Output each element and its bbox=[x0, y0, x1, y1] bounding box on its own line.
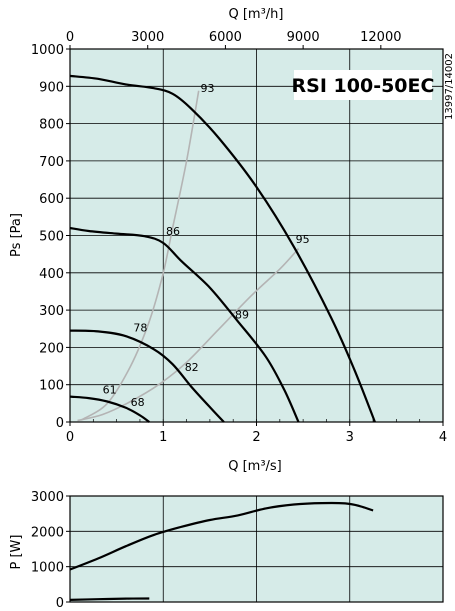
x-tick-label: 0 bbox=[66, 430, 74, 445]
x2-tick-label: 9000 bbox=[287, 30, 320, 45]
power-y-tick-label: 1000 bbox=[31, 561, 64, 576]
x-axis-label: Q [m³/s] bbox=[228, 459, 282, 474]
power-plot: 0 1000 2000 3000 bbox=[31, 490, 444, 611]
fan-curve bbox=[69, 395, 150, 423]
side-code: 13997/14002 bbox=[444, 53, 455, 120]
y-tick-label: 200 bbox=[39, 341, 64, 356]
power-plot-frame bbox=[69, 495, 444, 603]
plot-frame bbox=[69, 48, 444, 423]
fan-curve bbox=[69, 329, 225, 423]
power-y-tick-label: 0 bbox=[56, 596, 64, 607]
x2-axis-label: Q [m³/h] bbox=[228, 7, 283, 22]
x-tick-label: 3 bbox=[346, 430, 354, 445]
efficiency-curve bbox=[80, 90, 200, 421]
efficiency-curve bbox=[77, 248, 300, 422]
fan-curve bbox=[69, 226, 300, 423]
y-tick-label: 100 bbox=[39, 379, 64, 394]
title-box bbox=[294, 70, 432, 100]
efficiency-label: 93 bbox=[201, 82, 215, 95]
x-tick-label: 4 bbox=[439, 430, 447, 445]
power-y-axis-label: P [W] bbox=[9, 535, 24, 570]
y-tick-label: 600 bbox=[39, 192, 64, 207]
x2-tick-label: 12000 bbox=[360, 30, 401, 45]
power-y-tick-label: 3000 bbox=[31, 490, 64, 505]
y-tick-label: 500 bbox=[39, 230, 64, 245]
x2-tick-label: 3000 bbox=[131, 30, 164, 45]
y-tick-label: 900 bbox=[39, 80, 64, 95]
x-tick-label: 2 bbox=[252, 430, 260, 445]
efficiency-label: 86 bbox=[166, 225, 180, 238]
efficiency-label: 61 bbox=[103, 383, 117, 396]
power-curve bbox=[69, 597, 150, 601]
efficiency-label: 68 bbox=[131, 396, 145, 409]
power-y-tick-label: 2000 bbox=[31, 525, 64, 540]
power-curve bbox=[69, 501, 374, 571]
y-tick-label: 700 bbox=[39, 155, 64, 170]
y-tick-label: 300 bbox=[39, 304, 64, 319]
y-tick-label: 400 bbox=[39, 267, 64, 282]
x2-tick-label: 0 bbox=[66, 30, 74, 45]
x2-tick-label: 6000 bbox=[209, 30, 242, 45]
x-tick-label: 1 bbox=[159, 430, 167, 445]
y-axis-label: Ps [Pa] bbox=[9, 213, 24, 257]
y-tick-label: 1000 bbox=[31, 43, 64, 58]
y-tick-label: 800 bbox=[39, 118, 64, 133]
efficiency-label: 82 bbox=[185, 361, 199, 374]
fan-curve bbox=[69, 74, 376, 423]
efficiency-label: 95 bbox=[296, 233, 310, 246]
y-tick-label: 0 bbox=[56, 416, 64, 431]
efficiency-label: 78 bbox=[133, 322, 147, 335]
chart-title: RSI 100-50EC bbox=[292, 75, 435, 97]
efficiency-label: 89 bbox=[235, 308, 249, 321]
